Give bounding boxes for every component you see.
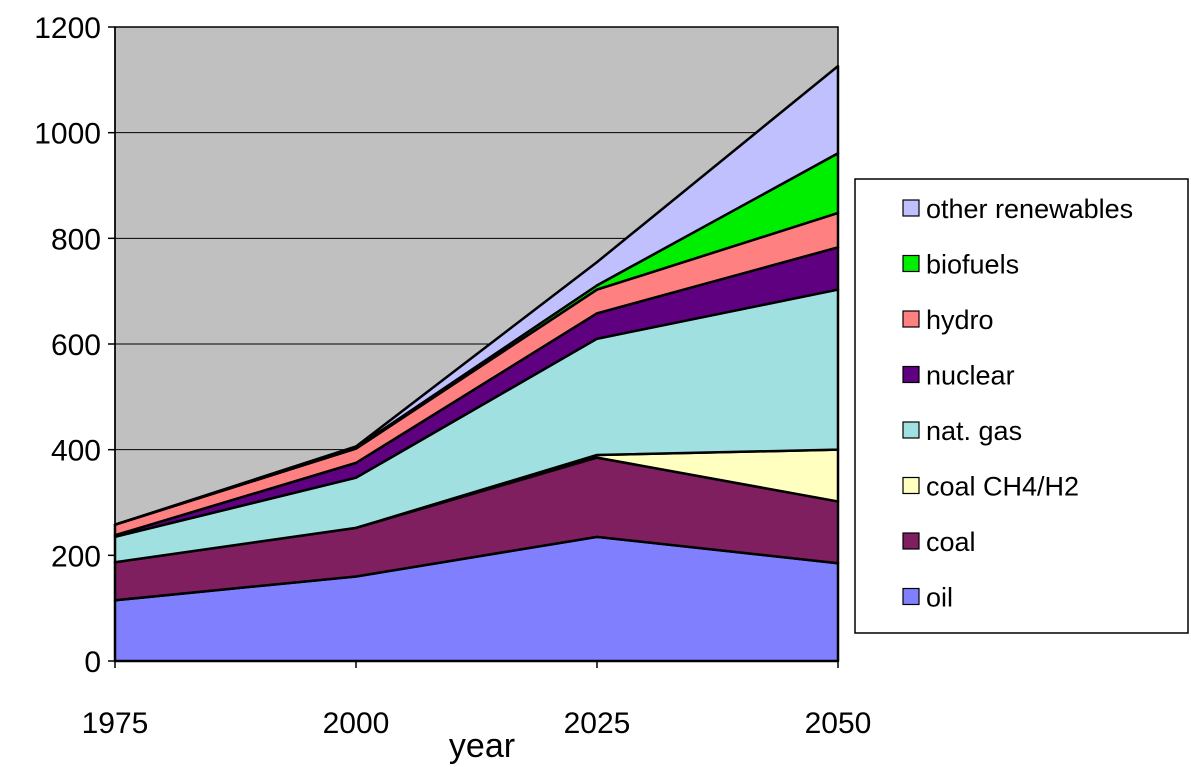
area-other-renewables [113, 64, 840, 526]
y-tick-label-800: 800 [51, 223, 101, 256]
y-tick-label-0: 0 [84, 646, 101, 679]
axes [108, 26, 839, 668]
x-axis-title: year [449, 727, 515, 765]
legend-swatch-other-renewables [902, 199, 920, 217]
legend-label-coal: coal [926, 527, 976, 557]
x-tick-label-2025: 2025 [564, 707, 631, 740]
y-tick-label-200: 200 [51, 540, 101, 573]
legend-label-biofuels: biofuels [926, 250, 1019, 280]
legend-swatch-biofuels [902, 254, 920, 273]
y-tick-labels: 0 200 400 600 800 1000 1200 [34, 12, 101, 679]
y-tick-label-1200: 1200 [34, 12, 101, 45]
legend-label-other-renewables: other renewables [926, 194, 1133, 224]
legend-swatch-nat-gas [902, 421, 920, 439]
legend-label-coal-ch4-h2: coal CH4/H2 [926, 472, 1079, 502]
x-tick-label-2000: 2000 [323, 707, 390, 740]
x-tick-labels: 1975 2000 2025 2050 [82, 707, 872, 740]
legend-box [854, 178, 1189, 634]
legend-swatch-coal-ch4-h2 [902, 476, 920, 495]
legend-label-oil: oil [926, 583, 953, 613]
legend-label-nat-gas: nat. gas [926, 416, 1022, 446]
legend-label-nuclear: nuclear [926, 361, 1015, 391]
legend: other renewables biofuels hydro nuclear nat.… [854, 178, 1189, 634]
y-tick-label-600: 600 [51, 329, 101, 362]
legend-swatch-nuclear [902, 365, 920, 384]
x-tick-label-1975: 1975 [82, 707, 149, 740]
x-tick-label-2050: 2050 [805, 707, 872, 740]
legend-label-hydro: hydro [926, 305, 994, 335]
legend-swatch-coal [902, 532, 920, 550]
legend-swatch-hydro [902, 310, 920, 328]
y-tick-label-1000: 1000 [34, 118, 101, 151]
y-tick-label-400: 400 [51, 435, 101, 468]
legend-swatch-oil [902, 587, 920, 606]
